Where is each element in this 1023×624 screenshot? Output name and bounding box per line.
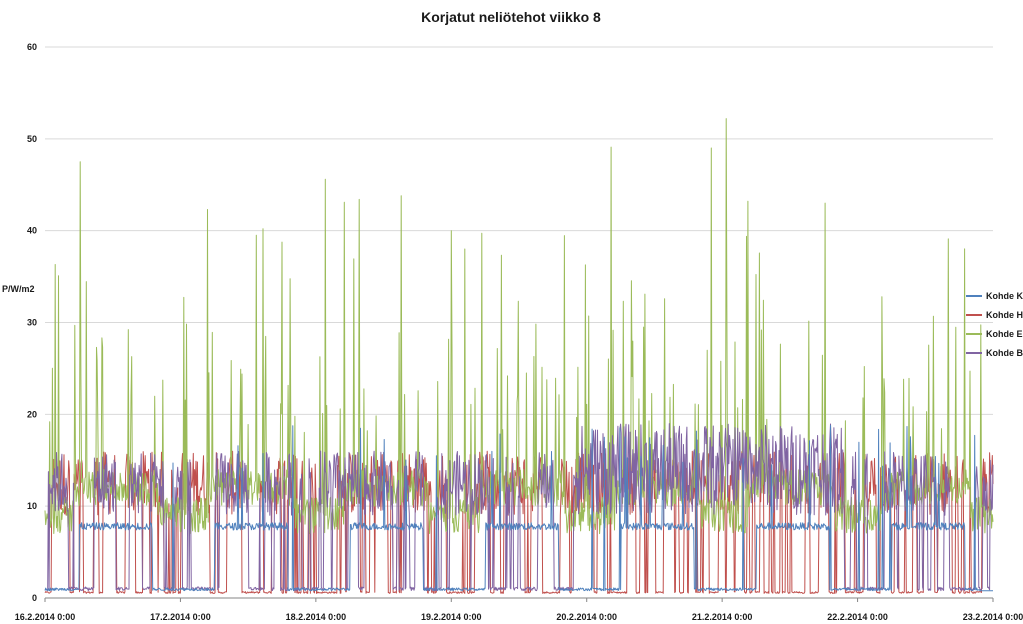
x-tick-label: 22.2.2014 0:00 xyxy=(827,612,888,622)
x-tick-label: 16.2.2014 0:00 xyxy=(15,612,76,622)
legend-label: Kohde H xyxy=(986,310,1023,320)
x-tick-label: 21.2.2014 0:00 xyxy=(692,612,753,622)
x-axis-ticks: 16.2.2014 0:00 17.2.2014 0:00 18.2.2014 0:… xyxy=(15,598,1023,622)
series-line-kohde-k xyxy=(44,425,993,592)
y-tick-label: 40 xyxy=(27,226,37,236)
legend-label: Kohde B xyxy=(986,348,1023,358)
x-tick-label: 18.2.2014 0:00 xyxy=(286,612,347,622)
chart-title: Korjatut neliötehot viikko 8 xyxy=(421,9,601,25)
x-tick-label: 23.2.2014 0:00 xyxy=(963,612,1023,622)
series-line-kohde-b xyxy=(44,423,994,592)
y-axis-label: P/W/m2 xyxy=(2,284,35,294)
legend: Kohde K Kohde H Kohde E Kohde B xyxy=(966,291,1023,358)
x-tick-label: 19.2.2014 0:00 xyxy=(421,612,482,622)
y-tick-label: 20 xyxy=(27,409,37,419)
y-tick-label: 60 xyxy=(27,42,37,52)
x-tick-label: 17.2.2014 0:00 xyxy=(150,612,211,622)
y-axis-ticks: 0 10 20 30 40 50 60 xyxy=(27,42,37,603)
series-layer xyxy=(44,118,994,594)
y-tick-label: 10 xyxy=(27,501,37,511)
x-tick-label: 20.2.2014 0:00 xyxy=(556,612,617,622)
y-tick-label: 50 xyxy=(27,134,37,144)
legend-label: Kohde E xyxy=(986,329,1023,339)
legend-label: Kohde K xyxy=(986,291,1023,301)
y-tick-label: 30 xyxy=(27,318,37,328)
y-tick-label: 0 xyxy=(32,593,37,603)
